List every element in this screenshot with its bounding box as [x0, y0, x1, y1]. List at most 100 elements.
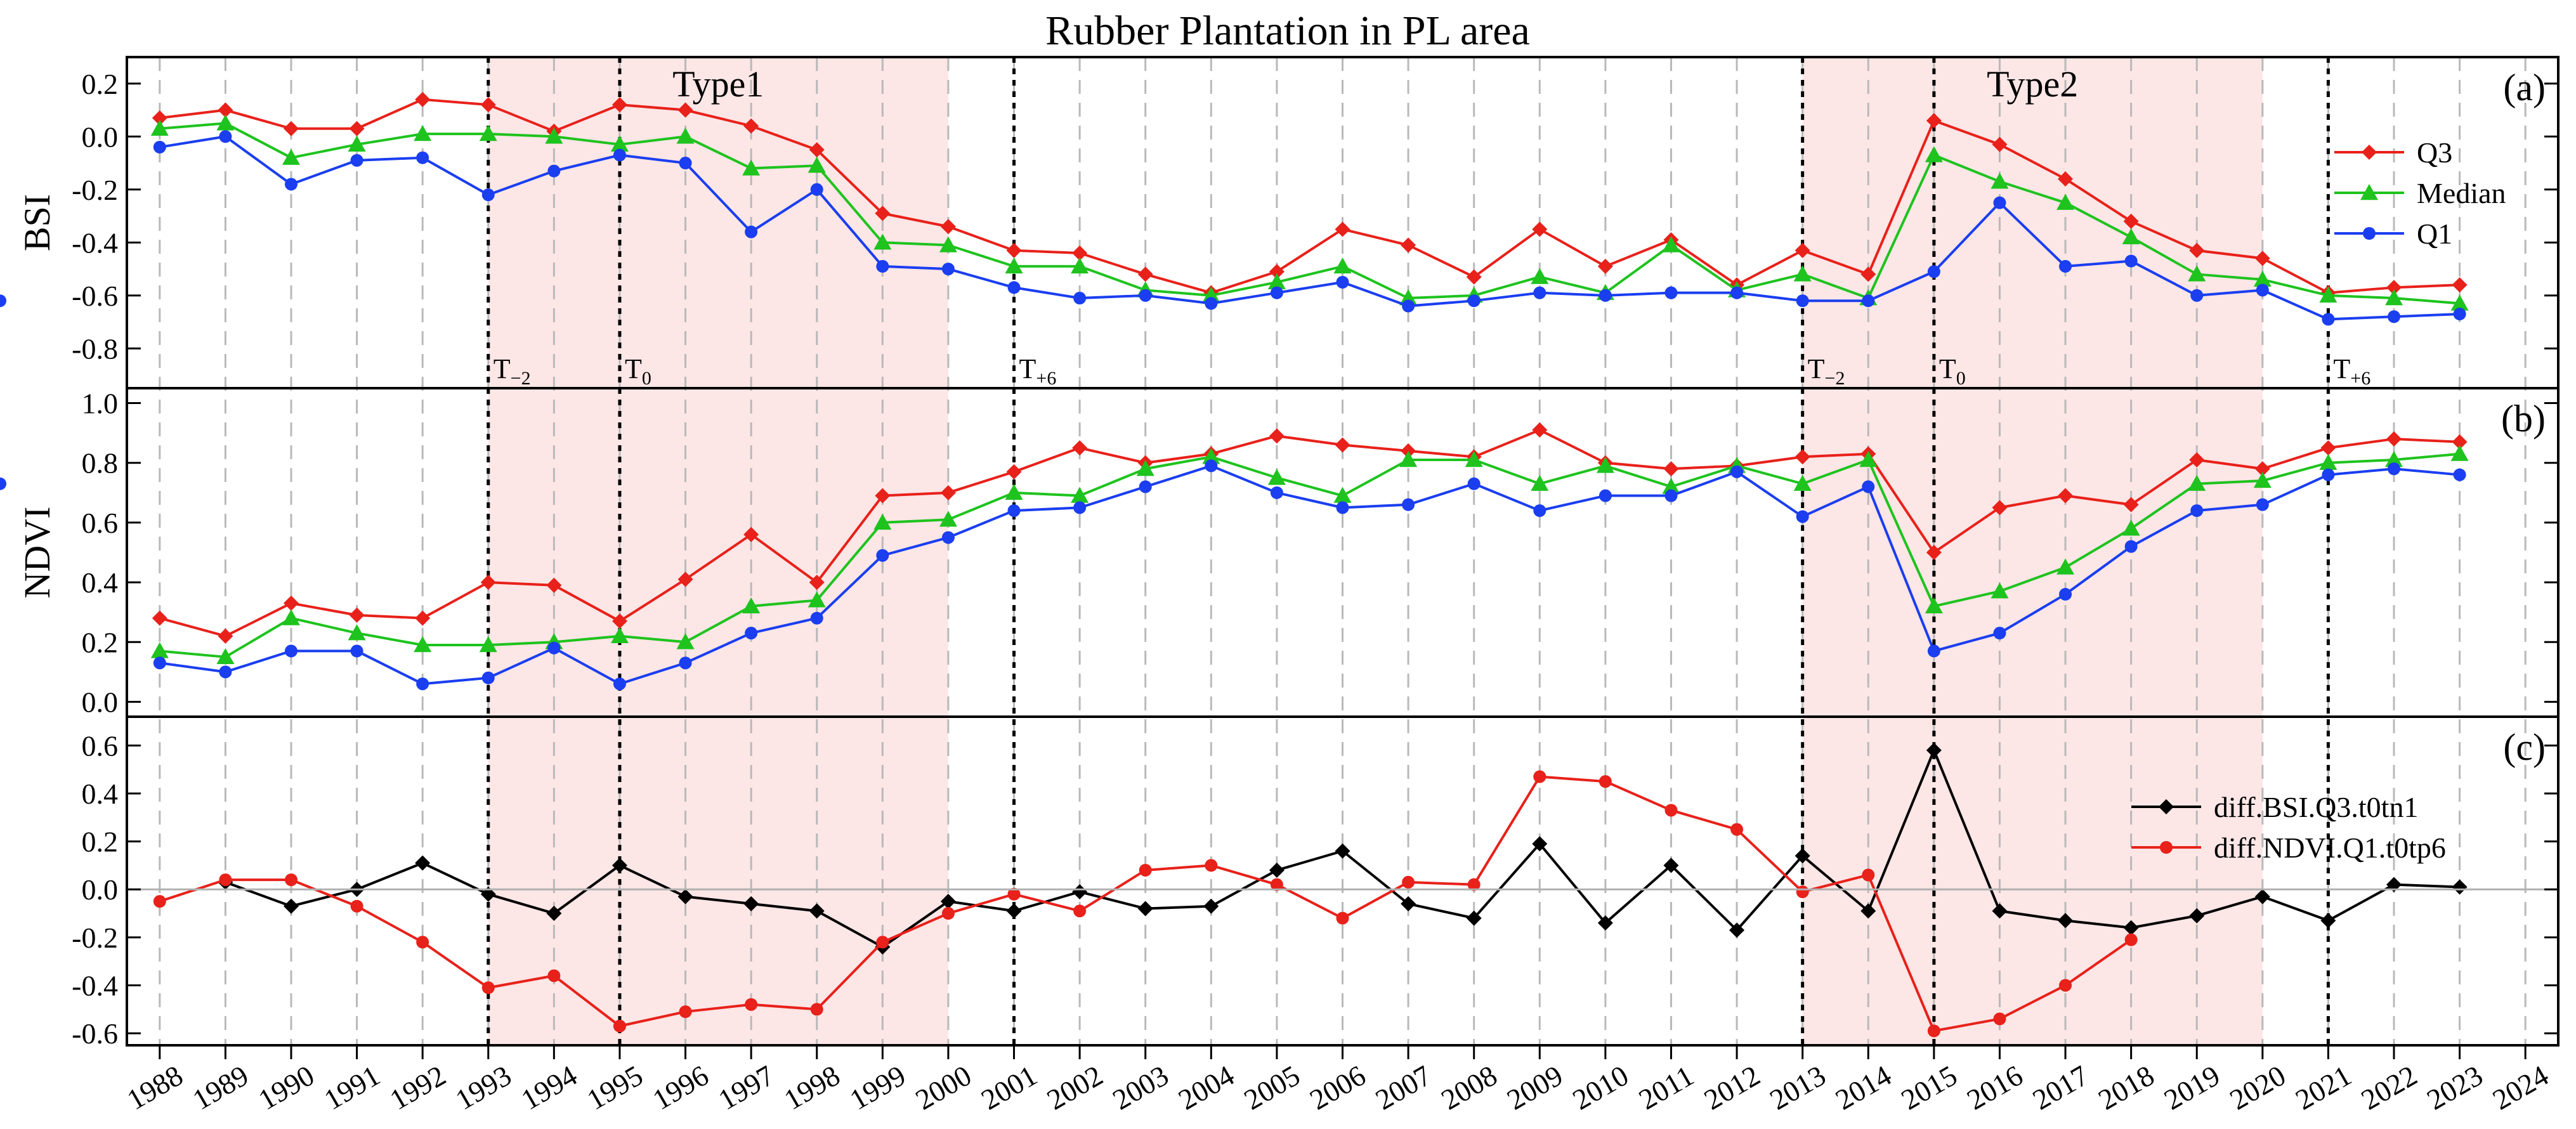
- legend-label: diff.NDVI.Q1.t0tp6: [2214, 832, 2446, 864]
- data-point: [613, 677, 626, 691]
- series-line: [159, 135, 2460, 321]
- data-point: [1139, 480, 1152, 493]
- data-point: [1333, 257, 1352, 274]
- data-point: [1007, 281, 1021, 294]
- data-point: [219, 665, 232, 679]
- legend-item-a-0: Q3: [2334, 136, 2452, 169]
- data-point: [1992, 500, 2008, 516]
- data-point: [150, 119, 169, 136]
- marker-label-0: T−2: [494, 353, 531, 389]
- data-point: [1402, 875, 1415, 889]
- data-point: [1270, 286, 1283, 299]
- data-point: [218, 628, 233, 644]
- data-point: [743, 118, 759, 134]
- data-point: [1139, 289, 1152, 302]
- data-point: [1793, 265, 1812, 282]
- data-point: [481, 671, 495, 684]
- data-point: [1796, 510, 1809, 523]
- data-point: [807, 157, 826, 173]
- data-point: [940, 894, 956, 910]
- data-point: [414, 636, 432, 653]
- data-point: [1596, 457, 1614, 473]
- data-point: [1662, 478, 1680, 494]
- data-point: [1467, 294, 1481, 308]
- data-point: [416, 677, 429, 691]
- data-point: [1860, 266, 1876, 282]
- data-point: [2254, 889, 2270, 904]
- data-point: [282, 148, 300, 165]
- data-point: [2453, 308, 2466, 321]
- data-point: [745, 225, 758, 238]
- data-point: [350, 153, 363, 167]
- data-point: [676, 127, 695, 144]
- data-point: [1073, 904, 1087, 918]
- marker-label-5: T+6: [2333, 353, 2370, 389]
- data-point: [810, 183, 823, 196]
- data-point: [809, 142, 825, 158]
- data-point: [349, 121, 365, 136]
- data-point: [610, 135, 629, 152]
- ytick-label-b: 1.0: [82, 388, 119, 420]
- data-point: [679, 1005, 692, 1019]
- data-point: [1532, 221, 1548, 237]
- data-point: [479, 636, 497, 653]
- data-point: [1926, 545, 1942, 560]
- data-point: [2320, 913, 2336, 929]
- data-point: [1730, 823, 1744, 836]
- data-point: [2059, 587, 2072, 601]
- data-point: [2058, 913, 2074, 929]
- data-point: [875, 488, 891, 504]
- data-point: [679, 157, 692, 170]
- data-point: [939, 236, 957, 252]
- data-point: [2190, 289, 2204, 302]
- data-point: [677, 102, 693, 118]
- data-point: [1860, 903, 1876, 919]
- series-b-Median: [150, 445, 2469, 665]
- data-point: [2254, 461, 2270, 477]
- data-point: [1466, 269, 1482, 285]
- data-point: [1202, 286, 1220, 303]
- data-point: [1599, 775, 1612, 788]
- data-point: [1862, 480, 1875, 493]
- ytick-label-c: -0.6: [72, 1017, 118, 1050]
- data-point: [1205, 459, 1218, 473]
- series-b-Q1: [0, 459, 2466, 691]
- legend-label: Q3: [2417, 136, 2452, 169]
- period-marker-lines: [487, 57, 2330, 1045]
- legend-swatch-marker: [2360, 184, 2378, 200]
- data-point: [2322, 468, 2335, 481]
- data-point: [1467, 477, 1481, 490]
- data-point: [1336, 501, 1349, 514]
- data-point: [873, 513, 892, 530]
- data-point: [284, 644, 297, 658]
- data-point: [1006, 464, 1022, 480]
- data-point: [676, 633, 695, 649]
- data-point: [1006, 242, 1022, 258]
- data-point: [2058, 171, 2074, 187]
- data-point: [613, 1019, 626, 1033]
- data-point: [1729, 922, 1745, 938]
- data-point: [1203, 898, 1219, 914]
- data-point: [2190, 504, 2204, 518]
- shade-type2: [1802, 57, 2263, 1045]
- data-point: [875, 206, 891, 221]
- data-point: [150, 642, 169, 658]
- data-point: [2320, 440, 2336, 456]
- data-point: [613, 148, 626, 162]
- data-point: [1927, 265, 1940, 278]
- data-point: [809, 575, 825, 591]
- data-point: [1402, 498, 1415, 511]
- data-point: [1796, 294, 1809, 308]
- data-point: [940, 485, 956, 500]
- data-point: [1336, 911, 1349, 925]
- marker-label-4: T0: [1939, 353, 1966, 389]
- legend-item-a-2: Q1: [2334, 218, 2452, 250]
- series-c-diff.NDVI.Q1.t0tp6: [153, 770, 2138, 1038]
- data-point: [2056, 558, 2075, 575]
- data-point: [1664, 804, 1678, 817]
- data-point: [219, 130, 232, 143]
- data-point: [611, 858, 627, 873]
- data-point: [2453, 468, 2466, 481]
- axes: [127, 82, 2558, 1059]
- marker-label-3: T−2: [1808, 353, 1845, 389]
